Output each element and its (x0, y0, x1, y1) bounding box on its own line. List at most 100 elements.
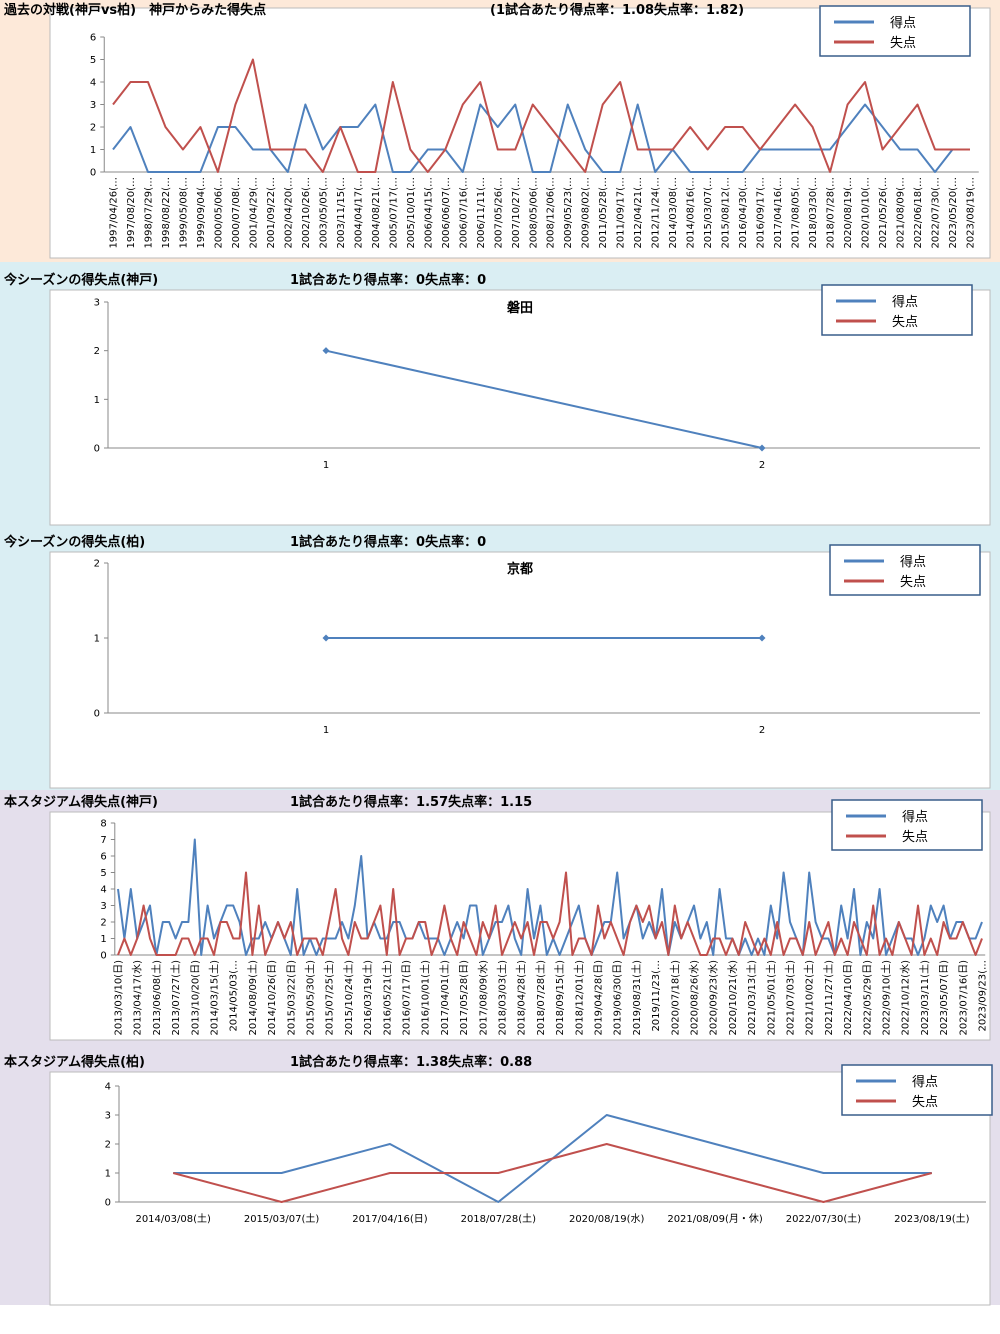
x-tick-label: 1999/05/08(… (178, 177, 189, 249)
chart-title: 今シーズンの得失点(神戸) (3, 272, 158, 288)
x-tick-label: 2018/07/28(… (826, 177, 837, 249)
x-tick-label: 2000/07/08(… (231, 177, 242, 249)
legend-label: 失点 (900, 575, 926, 590)
x-tick-label: 2022/06/18(… (913, 177, 924, 249)
x-tick-label: 2018/07/28(土) (534, 960, 547, 1036)
x-tick-label: 2000/05/06(… (213, 177, 224, 249)
x-tick-label: 2022/07/30(… (931, 177, 942, 249)
legend-box (829, 544, 981, 596)
x-tick-label: 2023/08/19(土) (894, 1212, 970, 1225)
x-tick-label: 2020/08/19(… (843, 177, 854, 249)
x-tick-label: 2004/04/17(… (353, 177, 364, 249)
x-tick-label: 2013/06/08(土) (150, 960, 163, 1036)
x-tick-label: 2012/11/24(… (651, 177, 662, 249)
x-tick-label: 2008/12/06(… (546, 177, 557, 249)
x-tick-label: 2008/05/06(… (528, 177, 539, 249)
legend-label: 失点 (912, 1095, 938, 1110)
x-tick-label: 2018/09/15(土) (553, 960, 566, 1036)
x-tick-label: 2016/09/17(… (756, 177, 767, 249)
x-tick-label: 2020/10/21(水) (727, 960, 739, 1036)
x-tick-label: 2011/05/28(… (598, 177, 609, 249)
legend-box (831, 799, 983, 851)
x-tick-label: 2017/08/09(水) (477, 960, 489, 1036)
x-tick-label: 2023/05/07(日) (939, 960, 950, 1036)
x-tick-label: 1998/07/29(… (143, 177, 154, 249)
x-tick-label: 2005/10/01(… (406, 177, 417, 249)
x-tick-label: 2014/08/16(… (686, 177, 697, 249)
y-tick-label: 8 (100, 819, 106, 830)
x-tick-label: 2013/10/20(日) (190, 960, 201, 1036)
x-tick-label: 2018/07/28(土) (461, 1212, 537, 1225)
x-tick-label: 2015/07/25(土) (323, 960, 336, 1036)
series-line (172, 1143, 933, 1203)
x-tick-label: 2022/05/29(日) (862, 960, 873, 1036)
x-tick-label: 2019/11/23(… (651, 960, 662, 1032)
chart-title: 本スタジアム得失点(神戸) (4, 794, 158, 810)
x-tick-label: 2022/04/10(日) (843, 960, 854, 1036)
y-tick-label: 3 (90, 100, 96, 111)
legend-label: 得点 (902, 809, 928, 825)
x-tick-label: 2013/04/17(水) (132, 960, 144, 1036)
y-tick-label: 2 (105, 1140, 111, 1151)
chart-subtitle: 1試合あたり得点率：0失点率：0 (290, 534, 486, 550)
x-tick-label: 2016/04/30(… (738, 177, 749, 249)
x-tick-label: 2014/03/15(土) (208, 960, 221, 1036)
x-tick-label: 2017/05/28(日) (459, 960, 470, 1036)
chart-title: 今シーズンの得失点(柏) (3, 534, 145, 550)
x-tick-label: 2 (759, 725, 765, 736)
x-tick-label: 2007/10/27(… (511, 177, 522, 249)
x-tick-label: 2015/03/22(日) (286, 960, 297, 1036)
x-tick-label: 2014/10/26(日) (267, 960, 278, 1036)
plot-title: 京都 (507, 561, 533, 577)
y-tick-label: 2 (94, 559, 100, 570)
y-tick-label: 0 (100, 951, 106, 962)
legend-label: 失点 (892, 315, 918, 330)
x-tick-label: 2005/07/17(… (388, 177, 399, 249)
x-tick-label: 2004/08/21(… (371, 177, 382, 249)
y-tick-label: 3 (100, 901, 106, 912)
x-tick-label: 2006/11/11(… (476, 177, 487, 249)
y-tick-label: 3 (94, 298, 100, 309)
y-tick-label: 0 (94, 444, 100, 455)
y-tick-label: 4 (100, 885, 106, 896)
x-tick-label: 2016/07/17(日) (402, 960, 413, 1036)
legend-box (841, 1064, 993, 1116)
x-tick-label: 2017/04/01(土) (438, 960, 451, 1036)
x-tick-label: 1 (323, 725, 329, 736)
x-tick-label: 2022/07/30(土) (786, 1212, 862, 1225)
x-tick-label: 2017/04/16(日) (352, 1214, 428, 1225)
x-tick-label: 2014/05/03(… (229, 960, 240, 1032)
y-tick-label: 4 (105, 1082, 111, 1093)
chart-subtitle: 1試合あたり得点率：1.57失点率：1.15 (290, 794, 532, 810)
legend-label: 得点 (892, 294, 918, 310)
x-tick-label: 2023/05/20(… (948, 177, 959, 249)
x-tick-label: 2023/07/16(日) (958, 960, 969, 1036)
y-tick-label: 3 (105, 1111, 111, 1122)
series-line (117, 871, 983, 956)
x-tick-label: 2021/05/26(… (878, 177, 889, 249)
x-tick-label: 2017/08/05(… (791, 177, 802, 249)
legend-box (821, 284, 973, 336)
x-tick-label: 2009/05/23(… (563, 177, 574, 249)
y-tick-label: 0 (94, 709, 100, 720)
x-tick-label: 2023/08/19(… (966, 177, 977, 249)
x-tick-label: 2003/11/15(… (336, 177, 347, 249)
x-tick-label: 2019/04/28(日) (594, 960, 605, 1036)
y-tick-label: 2 (94, 346, 100, 357)
x-tick-label: 1997/04/26(… (108, 177, 119, 249)
x-tick-label: 2021/03/13(土) (745, 960, 758, 1036)
x-tick-label: 2016/05/21(土) (380, 960, 393, 1036)
x-tick-label: 2006/07/16(… (458, 177, 469, 249)
x-tick-label: 2022/09/10(土) (880, 960, 893, 1036)
x-tick-label: 2011/09/17(… (616, 177, 627, 249)
x-tick-label: 2007/05/26(… (493, 177, 504, 249)
x-tick-label: 2015/03/07(土) (244, 1212, 320, 1225)
x-tick-label: 2015/03/07(… (703, 177, 714, 249)
legend-label: 失点 (902, 830, 928, 845)
x-tick-label: 2003/05/05(… (318, 177, 329, 249)
x-tick-label: 2020/08/19(水) (569, 1213, 645, 1225)
x-tick-label: 2014/03/08(… (668, 177, 679, 249)
x-tick-label: 2019/08/31(土) (630, 960, 643, 1036)
